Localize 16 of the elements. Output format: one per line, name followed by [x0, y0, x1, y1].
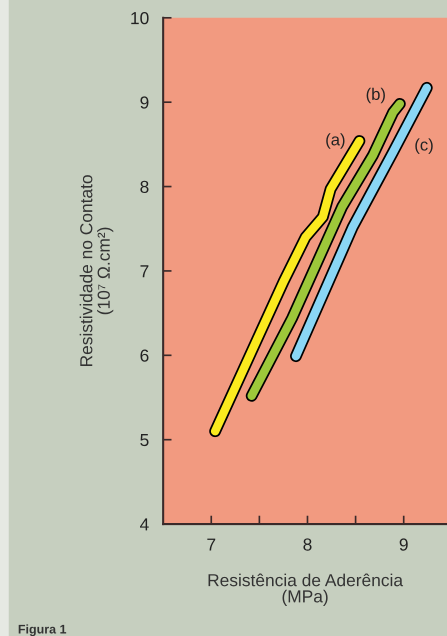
- series-label: (a): [326, 133, 345, 149]
- x-tick-label: 9: [400, 538, 408, 551]
- x-tick-label: 8: [303, 538, 312, 551]
- x-axis-title: Resistência de Aderência (MPa): [208, 574, 404, 606]
- y-tick-label: 9: [140, 96, 148, 109]
- text: Figura 1: [18, 624, 66, 636]
- x-tick-label: 7: [207, 538, 216, 551]
- y-axis-title: Resistividade no Contato (10⁷ Ω.cm²): [80, 175, 114, 366]
- y-tick-label: 5: [140, 434, 149, 446]
- y-tick-label: 6: [140, 349, 149, 362]
- y-tick-label: 4: [140, 518, 149, 530]
- series-label: (b): [366, 88, 385, 104]
- y-tick-label: 7: [140, 265, 148, 278]
- y-tick-label: 10: [131, 12, 149, 24]
- y-tick-label: 8: [140, 180, 149, 194]
- series-label: (c): [415, 138, 433, 154]
